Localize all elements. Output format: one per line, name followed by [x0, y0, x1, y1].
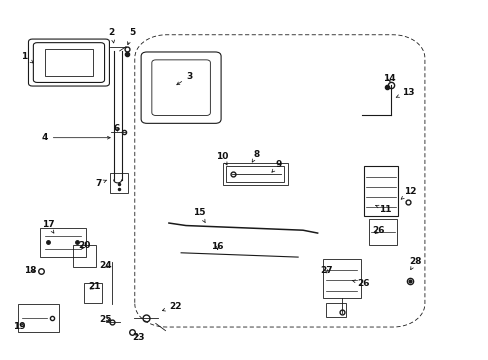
Text: 7: 7 — [95, 179, 106, 188]
Bar — [40, 228, 86, 257]
Bar — [368, 219, 396, 244]
Text: 17: 17 — [42, 220, 55, 233]
Bar — [83, 283, 102, 303]
Text: 14: 14 — [382, 75, 395, 84]
Text: 15: 15 — [193, 208, 205, 223]
Text: 28: 28 — [408, 257, 421, 270]
Text: 18: 18 — [23, 266, 36, 275]
Text: 4: 4 — [41, 133, 110, 142]
Text: 19: 19 — [13, 322, 25, 331]
Bar — [73, 244, 96, 267]
Text: 22: 22 — [162, 302, 181, 311]
Bar — [110, 173, 128, 193]
Text: 16: 16 — [211, 242, 224, 251]
Text: 12: 12 — [400, 187, 416, 199]
Text: 20: 20 — [78, 241, 91, 250]
Text: 26: 26 — [351, 279, 369, 288]
Text: 6: 6 — [113, 124, 120, 133]
Bar — [322, 259, 360, 298]
Text: 8: 8 — [252, 150, 259, 162]
Text: 10: 10 — [216, 152, 228, 165]
Text: 27: 27 — [320, 266, 332, 275]
Bar — [18, 304, 59, 332]
Text: 5: 5 — [127, 28, 135, 45]
Text: 26: 26 — [371, 226, 384, 235]
Text: 1: 1 — [21, 52, 33, 63]
Text: 25: 25 — [99, 315, 112, 324]
Bar — [363, 166, 397, 216]
Text: 24: 24 — [99, 261, 112, 270]
Text: 2: 2 — [108, 28, 115, 43]
Text: 13: 13 — [395, 87, 413, 97]
Text: 21: 21 — [88, 282, 101, 291]
Text: 23: 23 — [132, 333, 144, 342]
Text: 9: 9 — [271, 161, 281, 172]
Bar — [222, 163, 288, 185]
Bar — [226, 166, 284, 182]
Bar — [44, 49, 93, 76]
Bar — [326, 303, 345, 317]
Text: 3: 3 — [177, 72, 193, 85]
Text: 11: 11 — [375, 205, 390, 214]
